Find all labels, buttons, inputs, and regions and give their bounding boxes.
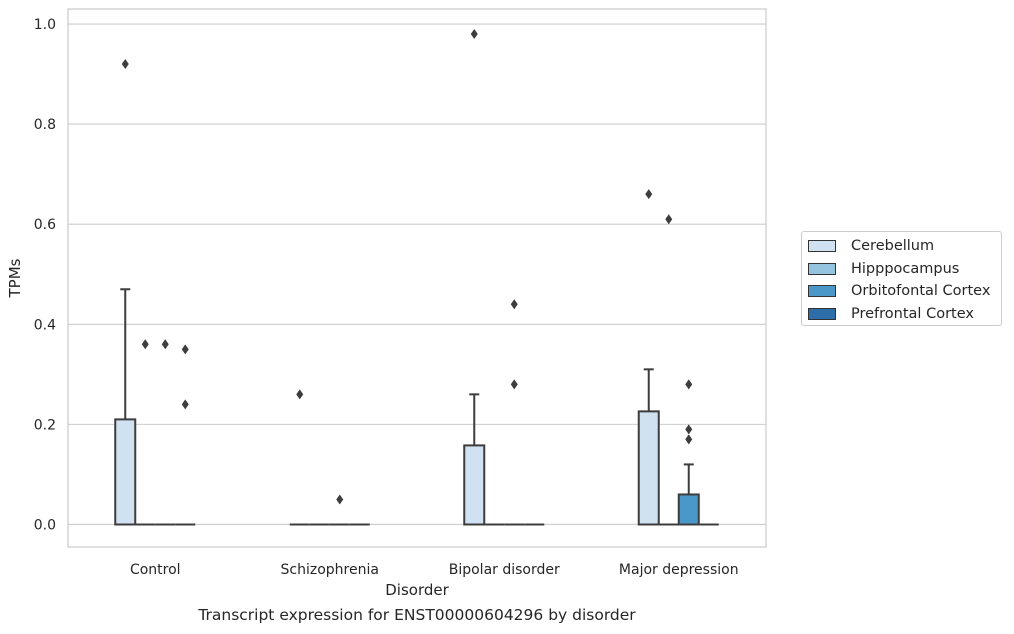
box-group xyxy=(504,299,525,526)
box-group xyxy=(329,494,350,526)
outlier-point xyxy=(121,59,129,70)
outlier-point xyxy=(510,379,518,390)
x-tick-label: Major depression xyxy=(619,562,739,578)
legend-swatch xyxy=(808,262,836,275)
box-group xyxy=(677,379,700,526)
outlier-point xyxy=(296,389,304,400)
box-group xyxy=(289,389,310,526)
x-tick-label: Bipolar disorder xyxy=(449,562,560,578)
legend-item: Prefrontal Cortex xyxy=(808,303,1001,326)
box-group xyxy=(637,189,660,526)
legend-swatch xyxy=(808,307,836,320)
box-group xyxy=(135,339,156,526)
legend-swatch xyxy=(808,240,836,253)
outlier-point xyxy=(685,424,693,435)
y-tick-label: 1.0 xyxy=(34,17,56,33)
outlier-point xyxy=(181,399,189,410)
outlier-point xyxy=(510,299,518,310)
y-tick-label: 0.0 xyxy=(34,517,56,533)
box xyxy=(637,410,660,526)
box xyxy=(677,493,700,526)
outlier-point xyxy=(645,189,653,200)
box xyxy=(463,444,486,526)
outlier-point xyxy=(685,379,693,390)
plot-frame xyxy=(67,8,767,548)
legend-label: Orbitofontal Cortex xyxy=(851,283,991,300)
legend-label: Cerebellum xyxy=(851,238,935,255)
box-group xyxy=(175,344,196,526)
outlier-point xyxy=(181,344,189,355)
legend: Cerebellum Hipppocampus Orbitofontal Corte… xyxy=(801,231,1002,326)
legend-label: Hipppocampus xyxy=(851,260,960,277)
outlier-point xyxy=(336,494,344,505)
legend-label: Prefrontal Cortex xyxy=(851,305,974,322)
legend-item: Orbitofontal Cortex xyxy=(808,280,1001,303)
outlier-point xyxy=(665,214,673,225)
legend-swatch xyxy=(808,285,836,298)
box-group xyxy=(114,59,137,526)
outlier-point xyxy=(685,434,693,445)
x-tick-label: Schizophrenia xyxy=(281,562,379,578)
y-tick-label: 0.6 xyxy=(34,217,56,233)
box-group xyxy=(463,29,486,526)
axis-ticks: 0.0 0.2 0.4 0.6 0.8 1.0 Control Schizophrenia Bi… xyxy=(34,17,739,578)
outlier-point xyxy=(161,339,169,350)
y-axis-title: TPMs xyxy=(6,258,24,298)
y-tick-label: 0.4 xyxy=(34,317,56,333)
outlier-point xyxy=(141,339,149,350)
x-tick-label: Control xyxy=(130,562,181,578)
figure-caption: Transcript expression for ENST0000060429… xyxy=(198,606,636,624)
box xyxy=(114,418,137,526)
gridlines xyxy=(68,23,766,526)
x-axis-title: Disorder xyxy=(385,581,449,599)
box-group xyxy=(155,339,176,526)
y-tick-label: 0.2 xyxy=(34,417,56,433)
box-group xyxy=(658,214,679,526)
y-tick-label: 0.8 xyxy=(34,117,56,133)
legend-item: Hipppocampus xyxy=(808,258,1001,281)
legend-item: Cerebellum xyxy=(808,235,1001,258)
outlier-point xyxy=(470,29,478,40)
box-plot-marks xyxy=(114,29,719,526)
